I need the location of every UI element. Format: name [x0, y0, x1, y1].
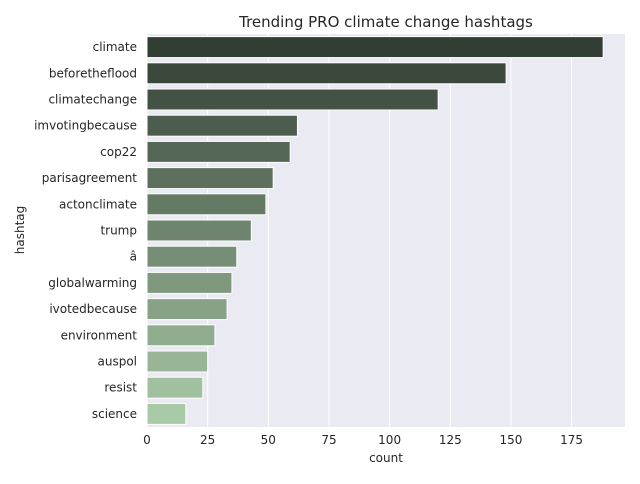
- y-tick-label: beforetheflood: [49, 66, 137, 80]
- y-tick-label: actonclimate: [59, 197, 137, 211]
- x-tick-label: 125: [439, 433, 462, 447]
- y-axis-label: hashtag: [13, 206, 27, 255]
- y-tick-label: resist: [104, 381, 137, 395]
- bar-0: [146, 36, 604, 59]
- x-tick-label: 175: [560, 433, 583, 447]
- x-tick-label: 50: [261, 433, 276, 447]
- bar-14: [146, 402, 187, 425]
- y-tick-label: â: [130, 250, 137, 264]
- y-tick-label: parisagreement: [42, 171, 138, 185]
- y-tick-label: science: [92, 407, 137, 421]
- y-tick-label: auspol: [97, 355, 137, 369]
- y-tick-label: trump: [100, 224, 137, 238]
- x-tick-label: 0: [143, 433, 151, 447]
- y-tick-labels: climate beforetheflood climatechange imvoti…: [34, 40, 137, 421]
- bar-8: [146, 245, 238, 268]
- x-tick-label: 75: [321, 433, 336, 447]
- x-tick-labels: 0 25 50 75 100 125 150 175: [143, 433, 583, 447]
- bar-5: [146, 167, 274, 190]
- y-tick-label: climate: [93, 40, 137, 54]
- bar-10: [146, 298, 228, 321]
- bar-2: [146, 88, 439, 111]
- y-tick-label: imvotingbecause: [34, 119, 137, 133]
- bar-7: [146, 219, 252, 242]
- y-tick-label: climatechange: [48, 93, 137, 107]
- y-tick-label: ivotedbecause: [49, 302, 137, 316]
- y-tick-label: globalwarming: [48, 276, 137, 290]
- x-tick-label: 25: [200, 433, 215, 447]
- bar-13: [146, 376, 204, 399]
- x-tick-label: 150: [500, 433, 523, 447]
- bar-9: [146, 271, 233, 294]
- chart-title: Trending PRO climate change hashtags: [238, 13, 533, 31]
- bar-6: [146, 193, 267, 216]
- y-tick-label: environment: [61, 328, 138, 342]
- bar-12: [146, 350, 209, 373]
- bar-4: [146, 140, 291, 163]
- x-tick-label: 100: [378, 433, 401, 447]
- bar-1: [146, 62, 507, 85]
- bar-11: [146, 324, 216, 347]
- bars: [146, 36, 604, 425]
- x-axis-label: count: [369, 451, 403, 465]
- bar-3: [146, 114, 298, 137]
- y-tick-label: cop22: [100, 145, 137, 159]
